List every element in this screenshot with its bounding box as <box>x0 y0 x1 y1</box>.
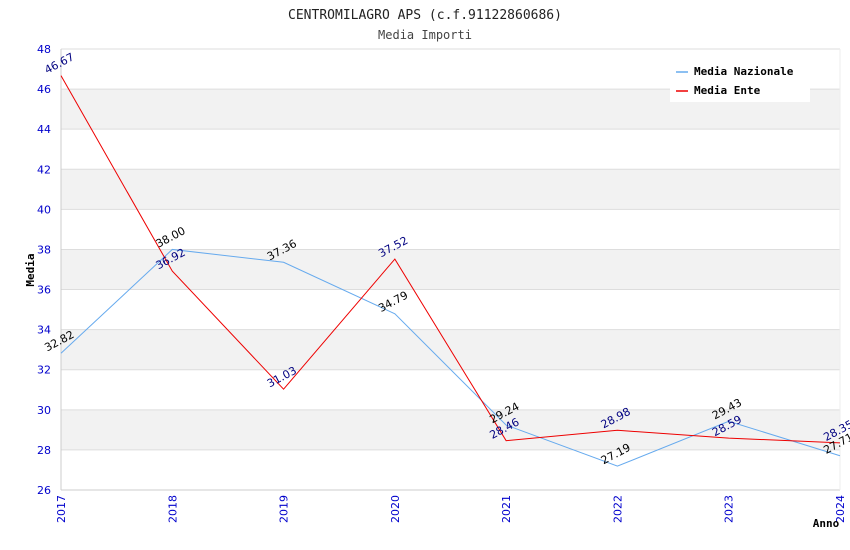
series-lines <box>60 75 841 467</box>
series-line-ente <box>60 75 841 444</box>
grid-band <box>61 289 840 330</box>
y-tick-label: 36 <box>37 284 51 297</box>
x-tick-label: 2021 <box>500 495 513 523</box>
chart-title: CENTROMILAGRO APS (c.f.91122860686) <box>288 8 562 23</box>
x-tick-label: 2022 <box>611 495 624 523</box>
grid-band <box>61 369 840 410</box>
y-tick-label: 32 <box>37 364 51 377</box>
y-axis-label: Media <box>24 253 37 286</box>
grid-band <box>61 249 840 290</box>
grid-band <box>61 449 840 490</box>
grid-band <box>61 209 840 250</box>
y-tick-label: 40 <box>37 203 51 216</box>
x-tick-label: 2024 <box>834 495 847 523</box>
grid-band <box>61 129 840 170</box>
x-tick-label: 2023 <box>723 495 736 523</box>
y-tick-label: 26 <box>37 484 51 497</box>
grid-bands <box>61 49 840 490</box>
y-tick-label: 46 <box>37 83 51 96</box>
y-tick-label: 44 <box>37 123 51 136</box>
legend: Media Nazionale Media Ente <box>670 60 810 102</box>
x-tick-label: 2017 <box>55 495 68 523</box>
legend-box <box>670 60 810 102</box>
y-tick-label: 34 <box>37 324 51 337</box>
y-tick-label: 28 <box>37 444 51 457</box>
chart-subtitle: Media Importi <box>378 28 472 42</box>
grid-band <box>61 169 840 210</box>
series-line-nazionale <box>60 248 841 467</box>
axes <box>60 49 841 491</box>
y-tick-label: 38 <box>37 243 51 256</box>
y-tick-label: 48 <box>37 43 51 56</box>
x-axis-label: Anno <box>813 517 840 530</box>
x-tick-label: 2018 <box>166 495 179 523</box>
y-tick-label: 30 <box>37 404 51 417</box>
x-tick-labels: 2017 2018 2019 2020 2021 2022 2023 2024 <box>55 495 847 523</box>
grid-band <box>61 409 840 450</box>
legend-label-ente: Media Ente <box>694 84 761 97</box>
y-tick-labels: 26 28 30 32 34 36 38 40 42 44 46 48 <box>37 43 51 497</box>
x-tick-label: 2019 <box>278 495 291 523</box>
x-tick-label: 2020 <box>389 495 402 523</box>
legend-label-nazionale: Media Nazionale <box>694 65 794 78</box>
y-tick-label: 42 <box>37 163 51 176</box>
